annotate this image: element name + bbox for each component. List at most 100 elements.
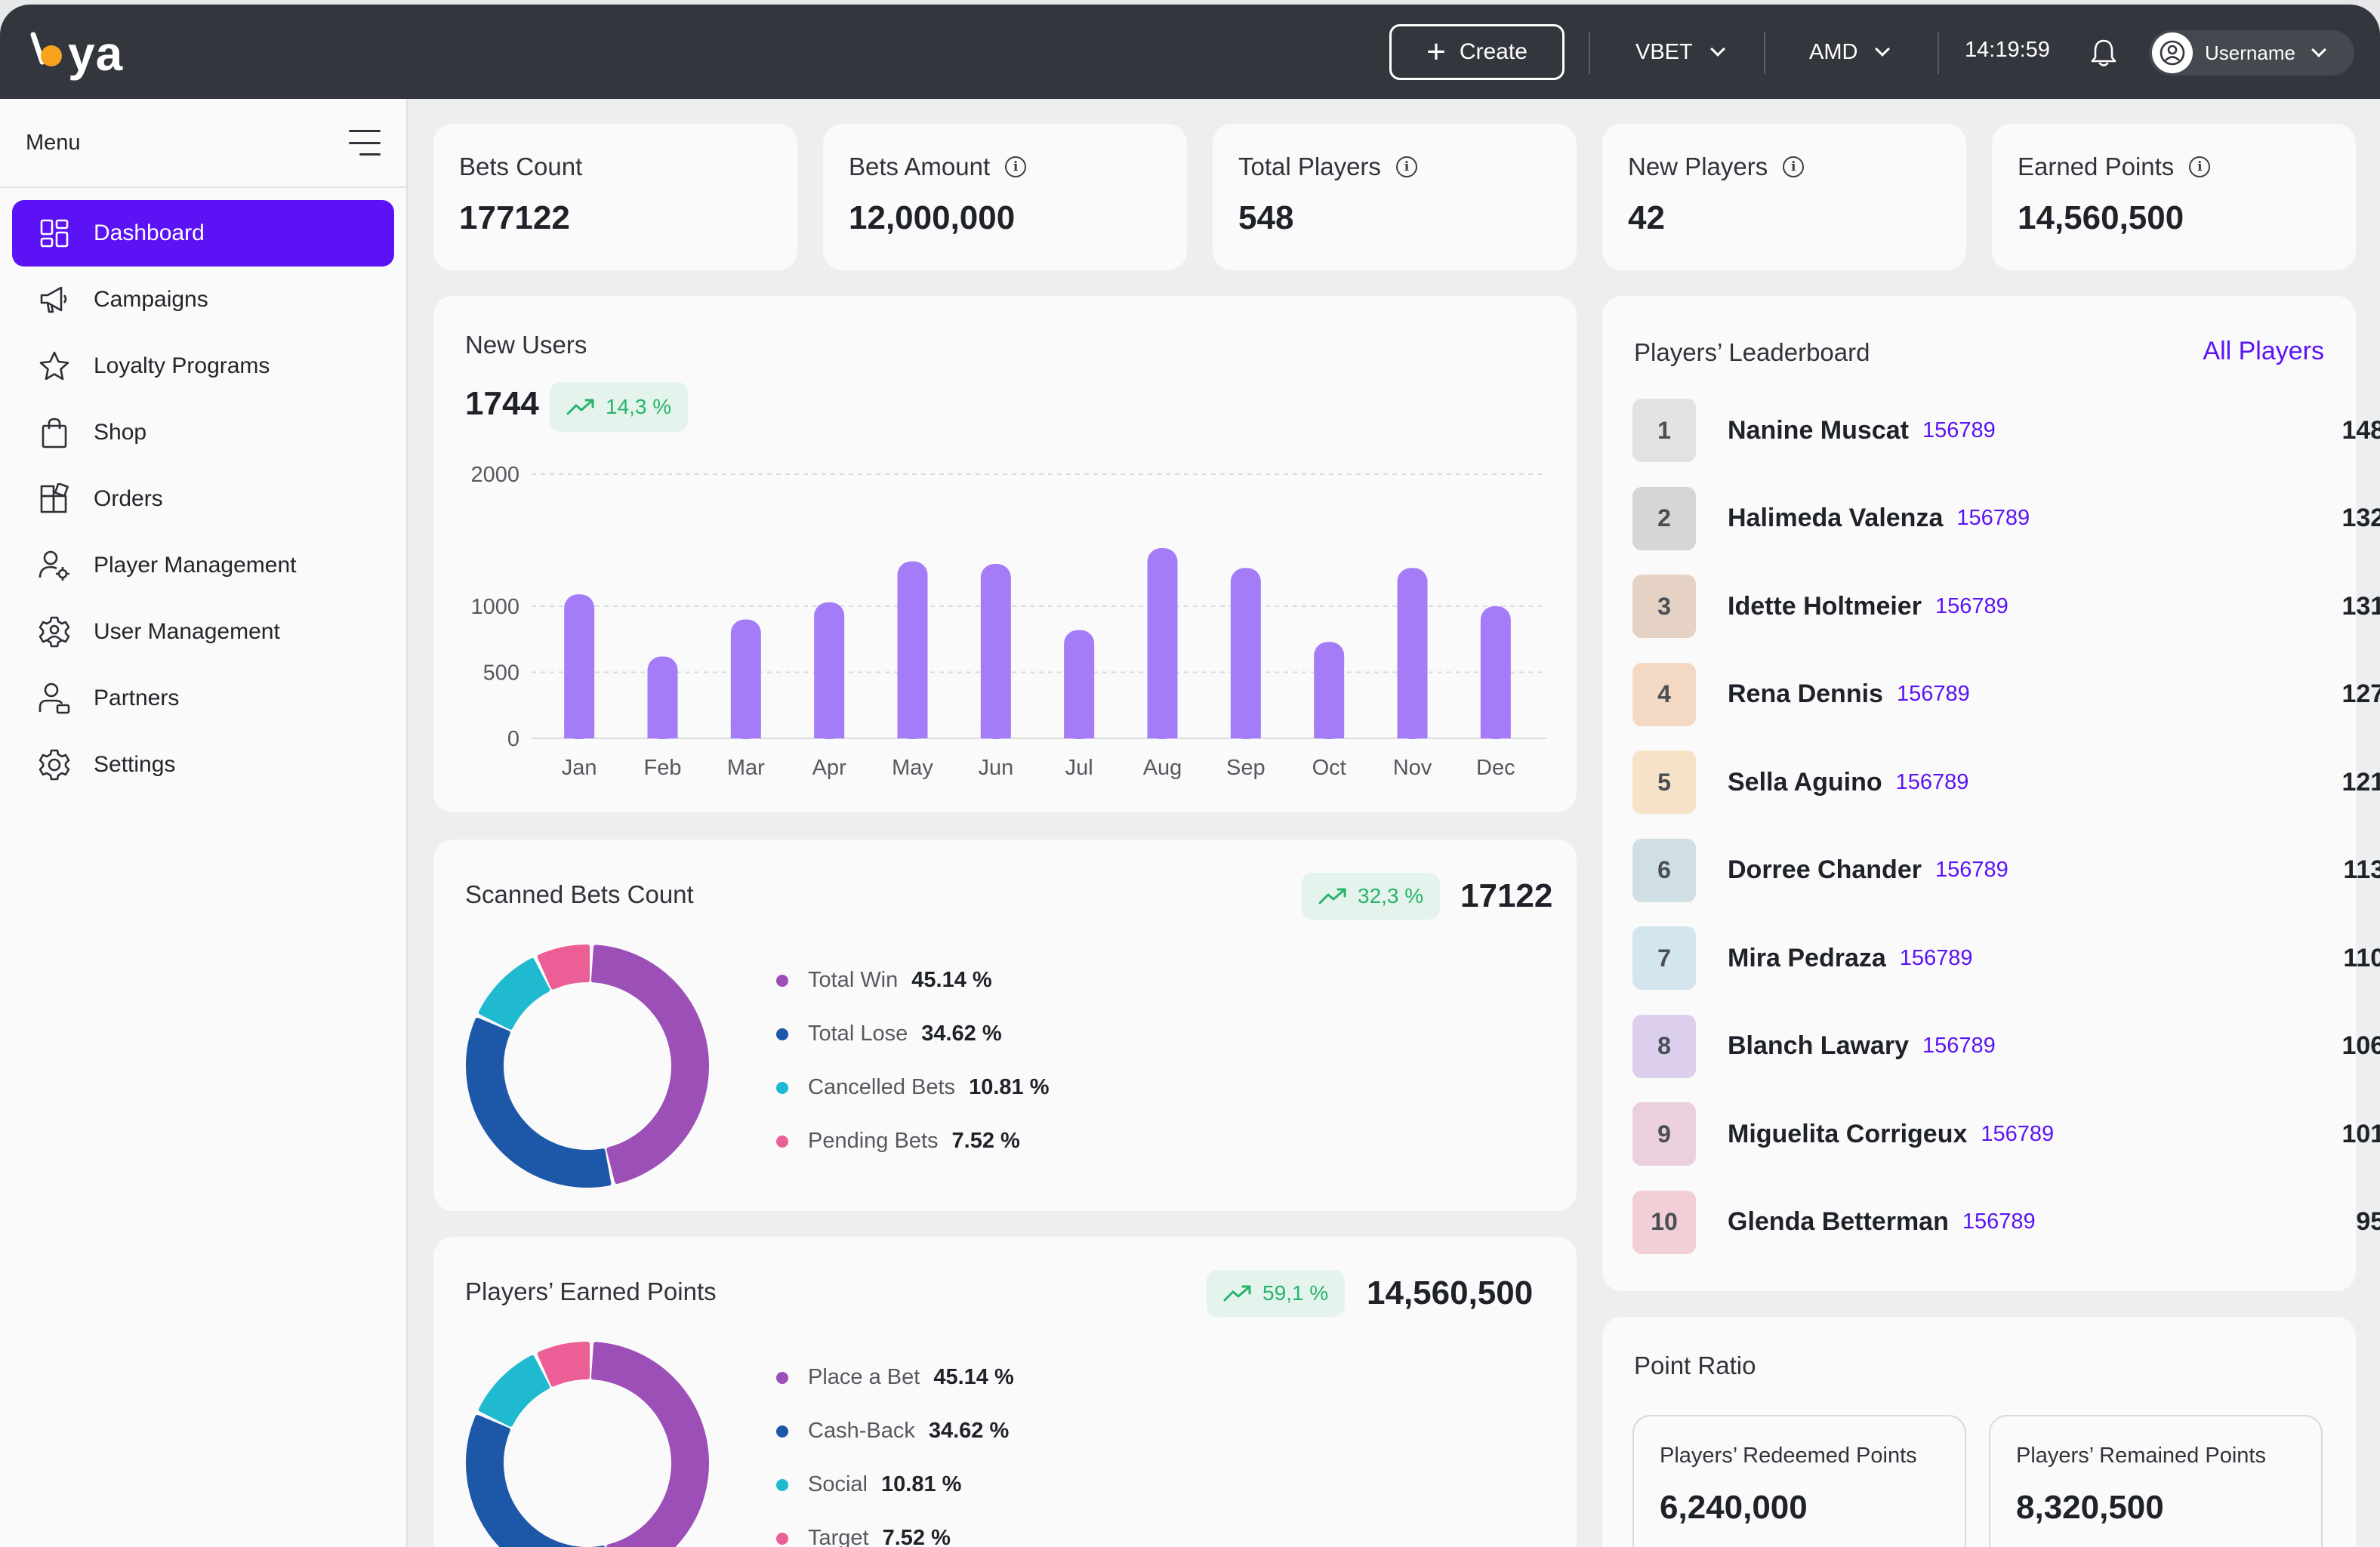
legend-item: Pending Bets 7.52 %: [776, 1129, 1020, 1154]
sidebar-item-label: Shop: [94, 420, 147, 445]
info-icon[interactable]: i: [1395, 156, 1417, 177]
bar-aug[interactable]: [1147, 548, 1178, 739]
player-id[interactable]: 156789: [1956, 506, 2030, 530]
donut-slice-pending-bets[interactable]: [537, 945, 590, 990]
hamburger-menu-icon[interactable]: [346, 130, 381, 156]
player-name: Halimeda Valenza: [1728, 504, 1944, 532]
leaderboard-row[interactable]: 2 Halimeda Valenza 156789 13270: [1632, 486, 2380, 550]
player-id[interactable]: 156789: [1962, 1210, 2036, 1234]
bar-mar[interactable]: [730, 619, 761, 740]
sidebar-item-label: Orders: [94, 486, 163, 511]
leaderboard-row[interactable]: 10 Glenda Betterman 156789 9570: [1632, 1190, 2380, 1254]
info-icon[interactable]: i: [1005, 156, 1027, 177]
donut-slice-total-win[interactable]: [590, 945, 709, 1185]
player-id[interactable]: 156789: [1935, 593, 2009, 618]
donut-slice-social[interactable]: [478, 1354, 550, 1427]
leaderboard-row[interactable]: 1 Nanine Muscat 156789 14840: [1632, 399, 2380, 462]
trend-up-icon: [1223, 1285, 1251, 1302]
user-menu[interactable]: Username: [2149, 30, 2354, 76]
sidebar-item-player-management[interactable]: Player Management: [12, 532, 394, 599]
card-title: New Users: [465, 331, 587, 359]
sidebar-item-campaigns[interactable]: Campaigns: [12, 267, 394, 333]
leaderboard-row[interactable]: 7 Mira Pedraza 156789 11050: [1632, 926, 2380, 990]
leaderboard-row[interactable]: 9 Miguelita Corrigeux 156789 10120: [1632, 1102, 2380, 1166]
player-id[interactable]: 156789: [1922, 418, 1996, 442]
bar-base: [564, 723, 595, 738]
logo[interactable]: ya: [30, 26, 123, 81]
new-users-card: New Users 1744 14,3 % 0 500 1000 2000 Jan Feb…: [433, 296, 1577, 812]
legend-percent: 34.62 %: [928, 1419, 1010, 1443]
sidebar-item-label: Campaigns: [94, 287, 208, 312]
shopping-bag-icon: [38, 416, 71, 449]
stat-title: Total Players: [1238, 153, 1381, 180]
player-id[interactable]: 156789: [1896, 682, 1970, 706]
legend-item: Place a Bet 45.14 %: [776, 1365, 1014, 1390]
player-id[interactable]: 156789: [1899, 945, 1973, 970]
bar-base: [1230, 723, 1261, 738]
currency-select[interactable]: AMD: [1809, 35, 1891, 69]
legend-percent: 45.14 %: [911, 968, 992, 992]
create-button[interactable]: + Create: [1389, 24, 1565, 80]
app-window: ya + Create VBET AMD 14:19:59: [0, 5, 2380, 1547]
chevron-down-icon: [1709, 42, 1725, 57]
player-name: Miguelita Corrigeux: [1728, 1119, 1968, 1148]
sidebar-item-user-management[interactable]: User Management: [12, 599, 394, 665]
player-name: Nanine Muscat: [1728, 415, 1909, 445]
divider: [1764, 32, 1765, 74]
leaderboard-row[interactable]: 3 Idette Holtmeier 156789 13120: [1632, 575, 2380, 638]
sidebar-item-orders[interactable]: Orders: [12, 466, 394, 532]
sidebar-item-dashboard[interactable]: Dashboard: [12, 200, 394, 267]
card-title: Scanned Bets Count: [465, 880, 694, 908]
donut-slice-target[interactable]: [537, 1342, 590, 1387]
bell-icon[interactable]: [2090, 38, 2117, 68]
redeemed-points-card: Players’ Redeemed Points 6,240,000: [1632, 1415, 1966, 1547]
bar-apr[interactable]: [814, 602, 845, 739]
donut-slice-total-lose[interactable]: [466, 1017, 612, 1188]
info-icon[interactable]: i: [2189, 156, 2211, 177]
bar-jan[interactable]: [564, 594, 595, 739]
bar-jun[interactable]: [980, 564, 1011, 739]
rank-badge: 9: [1632, 1102, 1696, 1166]
player-id[interactable]: 156789: [1922, 1034, 1996, 1058]
player-id[interactable]: 156789: [1895, 769, 1969, 794]
rank-badge: 6: [1632, 838, 1696, 902]
bar-nov[interactable]: [1397, 568, 1428, 739]
sidebar-item-loyalty-programs[interactable]: Loyalty Programs: [12, 333, 394, 399]
leaderboard-row[interactable]: 6 Dorree Chander 156789 11320: [1632, 838, 2380, 902]
donut-slice-cash-back[interactable]: [466, 1414, 609, 1547]
bar-dec[interactable]: [1480, 606, 1511, 739]
bar-oct[interactable]: [1314, 642, 1345, 739]
player-name: Rena Dennis: [1728, 680, 1883, 708]
all-players-link[interactable]: All Players: [2203, 337, 2324, 365]
legend-dot: [776, 1425, 788, 1438]
sidebar-item-settings[interactable]: Settings: [12, 732, 394, 798]
brand-select[interactable]: VBET: [1635, 35, 1725, 69]
info-icon[interactable]: i: [1783, 156, 1805, 177]
player-id[interactable]: 156789: [1981, 1121, 2055, 1146]
rank-badge: 2: [1632, 486, 1696, 550]
player-id[interactable]: 156789: [1935, 858, 2009, 882]
divider: [1589, 32, 1590, 74]
card-title: Players’ Earned Points: [465, 1277, 717, 1305]
menu-label: Menu: [26, 130, 81, 155]
bar-may[interactable]: [897, 561, 928, 740]
stat-card-bets-amount: Bets Amount i 12,000,000: [823, 124, 1187, 270]
leaderboard-row[interactable]: 4 Rena Dennis 156789 12790: [1632, 662, 2380, 726]
legend-dot: [776, 1081, 788, 1094]
bar-feb[interactable]: [647, 656, 678, 740]
currency-select-value: AMD: [1809, 39, 1858, 64]
dashboard-icon: [38, 217, 71, 250]
point-ratio-card: Point Ratio Players’ Redeemed Points 6,2…: [1602, 1317, 2356, 1547]
bar-jul[interactable]: [1064, 630, 1095, 740]
sidebar-item-shop[interactable]: Shop: [12, 399, 394, 466]
leaderboard-row[interactable]: 8 Blanch Lawary 156789 10610: [1632, 1014, 2380, 1078]
leaderboard-row[interactable]: 5 Sella Aguino 156789 12150: [1632, 750, 2380, 814]
sidebar-item-label: Player Management: [94, 553, 297, 578]
bar-sep[interactable]: [1230, 568, 1261, 739]
sidebar-item-label: Loyalty Programs: [94, 353, 270, 378]
donut-slice-place-a-bet[interactable]: [590, 1342, 709, 1547]
donut-slice-cancelled-bets[interactable]: [478, 957, 550, 1030]
chevron-down-icon: [1875, 42, 1891, 57]
x-tick-label: Jun: [978, 756, 1013, 780]
sidebar-item-partners[interactable]: Partners: [12, 665, 394, 732]
